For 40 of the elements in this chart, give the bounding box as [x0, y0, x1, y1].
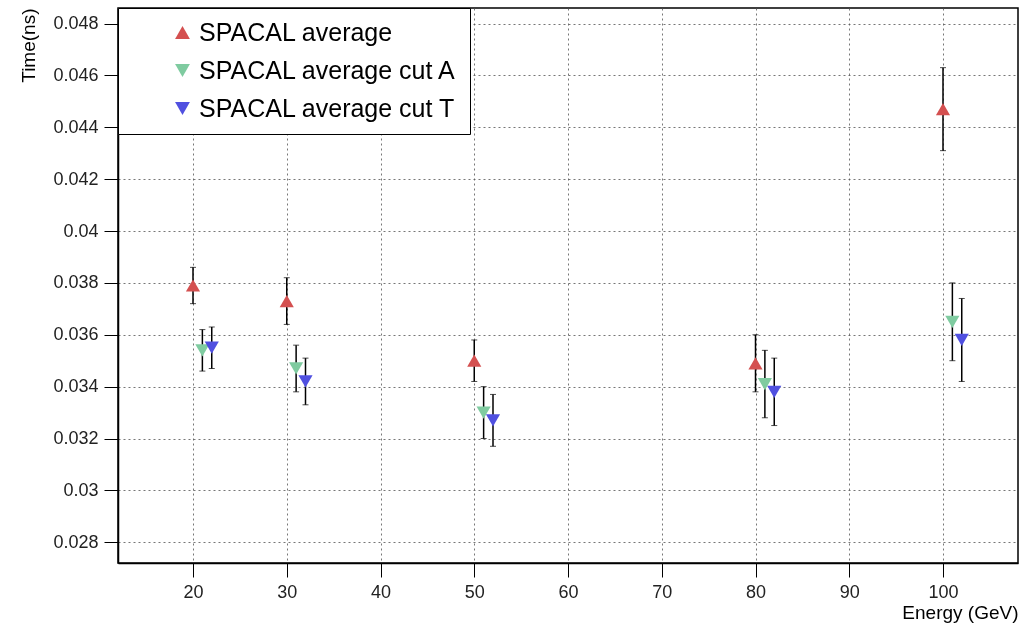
y-tick-label: 0.048 — [53, 13, 99, 34]
point — [757, 377, 772, 391]
point — [204, 341, 219, 354]
point — [185, 279, 201, 292]
legend-label: SPACAL average — [199, 17, 393, 46]
x-tick-label: 50 — [464, 581, 485, 602]
y-axis-title: Time(ns) — [18, 8, 40, 83]
x-tick-label: 70 — [652, 581, 673, 602]
legend-label: SPACAL average cut A — [199, 55, 456, 84]
point — [289, 362, 304, 375]
x-tick-label: 40 — [370, 581, 392, 602]
point — [467, 354, 482, 367]
y-tick-label: 0.036 — [53, 324, 99, 345]
y-tick-label: 0.028 — [53, 531, 99, 552]
y-tick-label: 0.034 — [53, 376, 99, 397]
point — [935, 103, 951, 116]
y-tick-label: 0.032 — [53, 428, 99, 449]
point — [767, 385, 782, 398]
legend-label: SPACAL average cut T — [199, 93, 455, 122]
point — [748, 357, 763, 370]
y-tick-label: 0.038 — [53, 272, 99, 293]
point — [476, 406, 491, 419]
point — [945, 315, 960, 328]
x-tick-label: 20 — [183, 581, 204, 602]
x-tick-label: 80 — [745, 581, 767, 602]
x-tick-label: 30 — [277, 581, 298, 602]
point — [954, 333, 969, 347]
point — [298, 375, 313, 388]
y-tick-label: 0.042 — [53, 168, 99, 189]
x-axis-title: Energy (GeV) — [902, 601, 1019, 623]
y-tick-label: 0.03 — [63, 479, 99, 500]
point — [485, 414, 501, 427]
x-tick-label: 60 — [558, 581, 579, 602]
point — [195, 344, 210, 357]
x-tick-label: 100 — [928, 581, 959, 602]
x-tick-label: 90 — [839, 581, 860, 602]
point — [279, 294, 294, 308]
y-tick-label: 0.046 — [53, 64, 99, 85]
y-tick-label: 0.044 — [53, 116, 99, 137]
y-tick-label: 0.04 — [63, 220, 99, 241]
